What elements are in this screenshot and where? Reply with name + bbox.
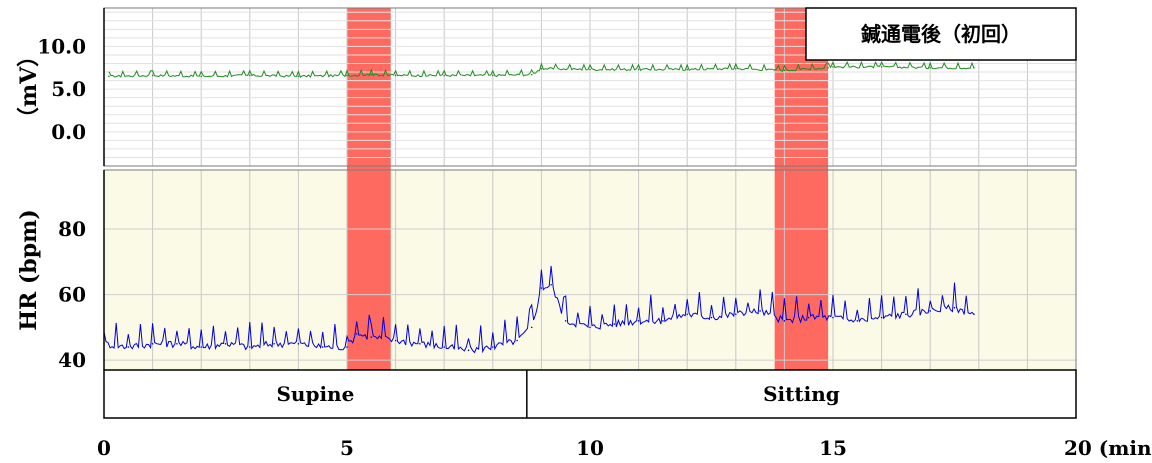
heart-rate-data-point [856,320,859,322]
ecg-data-point [827,66,829,69]
heart-rate-data-point [467,349,470,352]
heart-rate-data-point [905,313,907,316]
heart-rate-data-point [224,342,227,345]
x-tick-label: 5 [340,436,354,460]
ecg-data-point [108,75,110,78]
phase-label-supine: Supine [276,382,354,406]
heart-rate-data-point [151,342,154,345]
ecg-data-point [370,73,373,76]
heart-rate-data-point [686,313,688,316]
ecg-y-tick-label: 5.0 [51,77,86,101]
ecg-data-point [443,74,446,77]
heart-rate-data-point [346,346,348,348]
heart-rate-data-point [370,336,373,339]
ecg-data-point [492,74,494,77]
heart-rate-data-point [540,287,543,289]
ecg-data-point [540,67,543,70]
heart-rate-data-point [419,342,421,345]
heart-rate-data-point [516,339,518,342]
ecg-y-axis-label: （mV） [16,45,42,129]
ecg-data-point [530,73,533,76]
heart-rate-data-point [297,342,300,345]
heart-rate-data-point [321,346,324,348]
ecg-data-point [783,69,786,72]
heart-rate-y-axis-label: HR (bpm) [16,209,42,331]
heart-rate-data-point [200,346,202,348]
heart-rate-data-point [550,283,552,286]
ecg-data-point [394,74,397,77]
heart-rate-data-point [832,316,834,319]
heart-rate-y-tick-label: 80 [58,217,86,241]
heart-rate-data-point [249,346,251,348]
x-tick-label: 20 (min.) [1064,436,1152,460]
heart-rate-data-point [953,306,956,309]
ecg-data-point [637,68,640,71]
heart-rate-data-point [530,326,533,329]
heart-rate-data-point [807,316,810,319]
annotation-label: 鍼通電後（初回） [861,22,1021,46]
ecg-data-point [686,68,688,71]
ecg-data-point [249,74,251,77]
ecg-data-point [880,66,883,68]
heart-rate-data-point [355,333,358,335]
ecg-data-point [973,66,975,69]
heart-rate-data-point [127,346,130,348]
heart-rate-data-point [176,342,178,345]
heart-rate-y-tick-label: 40 [58,348,86,372]
heart-rate-data-point [759,310,761,312]
heart-rate-data-point [443,346,446,348]
heart-rate-data-point [662,320,664,322]
x-tick-label: 0 [97,436,111,460]
annotation-box [805,7,1077,61]
heart-rate-y-tick-label: 60 [58,283,86,307]
phase-label-sitting: Sitting [763,382,840,406]
ecg-data-point [735,67,737,70]
heart-rate-series-line [103,265,975,354]
highlight-band [347,8,391,370]
ecg-series-line [108,60,975,79]
ecg-y-tick-label: 0.0 [51,120,86,144]
heart-rate-data-point [783,320,786,322]
ecg-data-point [151,74,154,77]
ecg-data-point [346,74,348,77]
heart-rate-data-point [880,316,883,319]
heart-rate-data-point [973,313,975,316]
x-tick-label: 15 [819,436,847,460]
heart-rate-data-point [589,326,591,329]
ecg-data-point [832,66,834,68]
heart-rate-data-point [492,346,494,348]
ecg-data-point [929,66,931,69]
ecg-data-point [297,75,300,78]
heart-rate-data-point [637,320,640,322]
heart-rate-data-point [613,323,616,325]
heart-rate-data-point [735,313,737,316]
heart-rate-data-point [564,320,567,322]
heart-rate-data-point [394,339,397,342]
ecg-y-tick-label: 10.0 [37,34,86,58]
ecg-data-point [589,68,591,71]
ecg-data-point [200,75,202,78]
heart-rate-data-point [273,342,275,345]
x-tick-label: 10 [576,436,604,460]
phase-bar [103,369,1077,419]
heart-rate-data-point [710,316,713,319]
heart-rate-data-point [929,310,931,312]
